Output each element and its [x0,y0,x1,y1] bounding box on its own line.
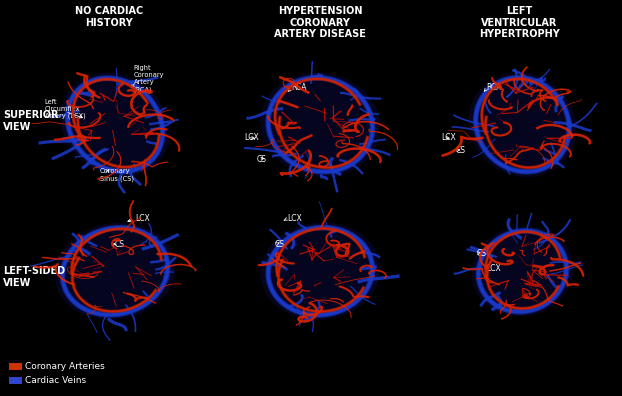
Text: LEFT
VENTRICULAR
HYPERTROPHY: LEFT VENTRICULAR HYPERTROPHY [479,6,560,39]
Text: LCX: LCX [244,133,259,141]
Polygon shape [61,74,169,176]
Text: LCX: LCX [442,133,457,141]
Text: RCA: RCA [291,84,307,92]
Text: CS: CS [114,240,124,249]
Polygon shape [261,73,379,176]
Polygon shape [261,223,379,319]
Polygon shape [55,223,175,319]
Text: LCX: LCX [486,264,501,272]
Text: Left
Circumflex
Artery (LCX): Left Circumflex Artery (LCX) [45,99,86,119]
Text: CS: CS [477,249,487,258]
Polygon shape [473,227,572,316]
Text: Coronary
Sinus (CS): Coronary Sinus (CS) [100,168,134,182]
Text: LEFT-SIDED
VIEW: LEFT-SIDED VIEW [3,267,65,288]
Text: CS: CS [275,240,285,249]
Text: NO CARDIAC
HISTORY: NO CARDIAC HISTORY [75,6,143,28]
Text: CS: CS [455,146,465,155]
Text: Cardiac Veins: Cardiac Veins [25,376,86,385]
Text: CS: CS [257,155,267,164]
Text: HYPERTENSION
CORONARY
ARTERY DISEASE: HYPERTENSION CORONARY ARTERY DISEASE [274,6,366,39]
Text: Right
Coronary
Artery
(RCA): Right Coronary Artery (RCA) [134,65,164,93]
Text: LCX: LCX [287,214,302,223]
Text: Coronary Arteries: Coronary Arteries [25,362,104,371]
Polygon shape [470,73,575,176]
Text: RCA: RCA [486,84,502,92]
Bar [9,363,22,370]
Bar [9,377,22,384]
Text: SUPERIOR
VIEW: SUPERIOR VIEW [3,110,58,131]
Text: LCX: LCX [136,214,151,223]
